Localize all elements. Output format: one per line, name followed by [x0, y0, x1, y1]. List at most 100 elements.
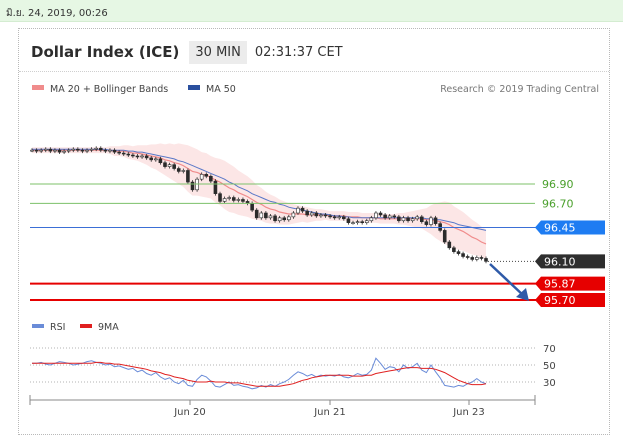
candle-body: [144, 155, 149, 159]
candle-body: [34, 149, 39, 152]
candle-body: [465, 256, 470, 258]
candle-body: [48, 148, 53, 152]
candle-body: [309, 212, 314, 216]
candle-body: [397, 216, 401, 222]
main-plot: [30, 143, 488, 264]
candle-body: [314, 212, 319, 217]
candle-body: [181, 170, 186, 172]
instrument-title: Dollar Index (ICE): [31, 43, 180, 61]
candle-body: [484, 258, 488, 262]
rsi-plot: 70 50 30: [30, 344, 556, 390]
x-tick-label: Jun 23: [452, 407, 485, 418]
level-label-0: 96.90: [542, 178, 574, 191]
ma50-line: [32, 148, 487, 231]
candle-body: [209, 175, 213, 182]
candle-body: [383, 214, 387, 219]
candle-body: [392, 215, 397, 218]
candle-body: [456, 251, 461, 254]
candle-body: [62, 150, 66, 153]
candle-body: [103, 149, 108, 152]
candle-body: [117, 151, 121, 154]
candle-body: [419, 216, 424, 223]
forecast-arrow-shaft: [489, 263, 525, 297]
rsi-tick-label: 50: [543, 361, 556, 372]
candle-body: [282, 217, 287, 221]
ma50-legend-swatch: [188, 85, 200, 90]
candle-body: [415, 216, 420, 220]
level-tag-4: [535, 276, 605, 291]
candle-body: [273, 215, 277, 222]
candle-body: [126, 153, 131, 156]
candle-body: [94, 147, 99, 150]
chart-header: Dollar Index (ICE) 30 MIN 02:31:37 CET: [31, 38, 343, 66]
rsi-legend-label: RSI: [50, 322, 65, 333]
server-clock: 02:31:37 CET: [254, 44, 343, 60]
candle-body: [452, 247, 456, 252]
candle-body: [369, 217, 374, 222]
candle-body: [80, 149, 85, 152]
candle-body: [53, 149, 57, 152]
candle-body: [447, 241, 452, 249]
candle-body: [222, 198, 227, 202]
candle-body: [424, 221, 429, 225]
candle-body: [461, 253, 465, 257]
x-tick-label: Jun 20: [173, 407, 206, 418]
candle-body: [176, 168, 181, 172]
ma9-legend-label: 9MA: [98, 322, 119, 333]
candle-body: [410, 218, 415, 222]
chart-panel: Dollar Index (ICE) 30 MIN 02:31:37 CET: [18, 28, 610, 435]
candle-body: [158, 158, 163, 164]
x-axis-ticks: Jun 20 Jun 21 Jun 23: [173, 400, 485, 418]
header-divider: [19, 71, 609, 72]
candle-body: [98, 147, 103, 151]
candle-body: [328, 215, 332, 218]
bollinger-band: [32, 143, 486, 259]
candle-body: [401, 217, 406, 222]
candle-body: [39, 149, 43, 152]
credit-label: Research © 2019 Trading Central: [440, 84, 599, 95]
candle-body: [387, 215, 392, 219]
candle-body: [135, 155, 140, 158]
ma9-legend-swatch: [80, 324, 92, 328]
timeframe-badge[interactable]: 30 MIN: [189, 40, 247, 64]
candle-body: [227, 197, 231, 199]
candle-body: [154, 158, 158, 161]
candle-body: [231, 197, 236, 201]
candle-body: [360, 221, 364, 223]
candle-body: [190, 181, 195, 191]
candle-body: [213, 180, 218, 194]
candle-body: [346, 218, 351, 223]
candle-body: [30, 149, 34, 152]
candle-body: [89, 148, 94, 151]
candle-body: [163, 162, 167, 167]
rsi-legend-swatch: [32, 324, 44, 328]
candle-body: [442, 230, 447, 243]
candle-body: [149, 157, 154, 161]
level-label-2: 96.45: [544, 222, 576, 235]
candle-body: [429, 217, 433, 225]
candle-body: [172, 164, 176, 169]
candle-body: [351, 222, 355, 224]
level-label-5: 95.70: [544, 294, 576, 307]
candle-body: [218, 193, 222, 202]
level-label-3: 96.10: [544, 255, 576, 268]
candle-body: [259, 212, 264, 219]
candle-body: [300, 207, 305, 212]
candle-body: [364, 220, 369, 223]
candle-body: [85, 149, 89, 152]
candle-body: [475, 257, 479, 260]
level-tag-2: [535, 220, 605, 235]
candle-body: [374, 212, 378, 219]
ma50-legend-label: MA 50: [206, 84, 236, 95]
candle-body: [131, 154, 135, 157]
candle-body: [337, 216, 342, 219]
candle-body: [319, 214, 323, 217]
ma20-legend-label: MA 20 + Bollinger Bands: [50, 84, 168, 95]
candle-body: [204, 174, 209, 177]
candle-body: [479, 257, 484, 259]
candle-body: [277, 217, 282, 222]
candle-body: [296, 207, 300, 214]
candle-body: [355, 221, 360, 223]
x-tick-label: Jun 21: [313, 407, 346, 418]
level-label-4: 95.87: [544, 278, 576, 291]
